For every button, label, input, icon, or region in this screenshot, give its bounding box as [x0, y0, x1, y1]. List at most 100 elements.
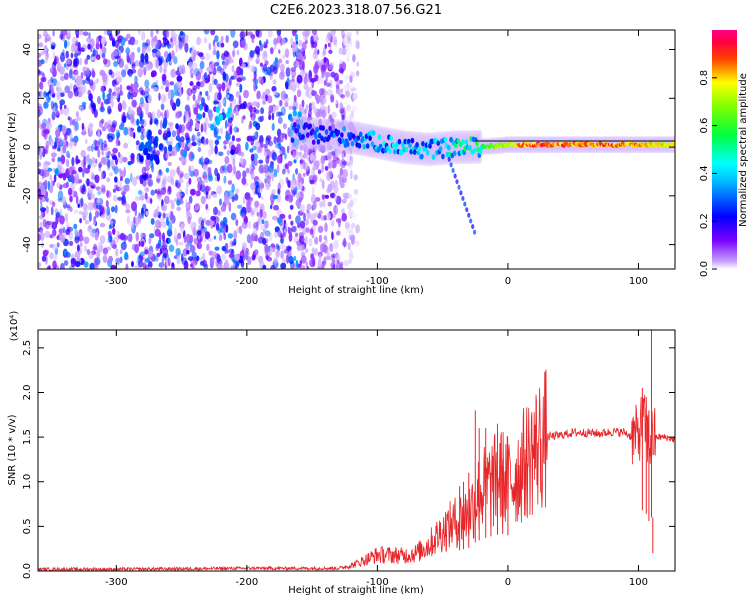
heatmap-cell: [310, 35, 314, 45]
heatmap-cell: [85, 155, 90, 165]
heatmap-cell: [318, 234, 322, 243]
heatmap-cell: [323, 79, 327, 86]
heatmap-cell: [216, 65, 222, 72]
heatmap-cell: [471, 224, 475, 230]
heatmap-cell: [252, 101, 258, 107]
heatmap-cell: [183, 172, 190, 180]
heatmap-cell: [148, 266, 152, 269]
heatmap-cell: [277, 182, 281, 192]
heatmap-cell: [335, 253, 341, 261]
heatmap-cell: [203, 72, 208, 81]
heatmap-cell: [125, 184, 130, 192]
heatmap-cell: [83, 209, 89, 217]
heatmap-cell: [77, 231, 81, 236]
heatmap-cell: [80, 149, 86, 158]
heatmap-cell: [84, 219, 90, 225]
heatmap-cell: [299, 220, 306, 229]
heatmap-cell: [214, 115, 219, 123]
heatmap-cell: [128, 39, 131, 45]
heatmap-cell: [133, 132, 136, 139]
heatmap-cell: [100, 36, 106, 46]
heatmap-cell: [256, 77, 262, 82]
heatmap-cell: [341, 138, 345, 144]
heatmap-cell: [321, 194, 325, 200]
heatmap-cell: [273, 65, 278, 75]
heatmap-cell: [280, 250, 284, 259]
heatmap-cell: [169, 81, 175, 86]
heatmap-cell: [295, 259, 299, 268]
heatmap-cell: [162, 121, 167, 129]
heatmap-cell: [50, 206, 54, 216]
heatmap-cell: [406, 130, 411, 165]
heatmap-cell: [51, 106, 56, 112]
heatmap-cell: [202, 138, 206, 145]
heatmap-cell: [69, 140, 73, 150]
heatmap-cell: [265, 39, 269, 45]
heatmap-cell: [153, 87, 158, 92]
heatmap-cell: [224, 259, 229, 267]
heatmap-cell: [349, 40, 353, 48]
heatmap-cell: [340, 132, 344, 138]
heatmap-cell: [170, 202, 175, 210]
heatmap-cell: [73, 138, 78, 147]
heatmap-cell: [254, 249, 259, 256]
heatmap-cell: [40, 212, 43, 218]
heatmap-cell: [90, 193, 96, 200]
heatmap-cell: [355, 224, 360, 234]
heatmap-cell: [228, 77, 232, 87]
heatmap-cell: [205, 138, 209, 145]
heatmap-cell: [457, 184, 461, 190]
heatmap-cell: [249, 120, 253, 129]
heatmap-cell: [95, 158, 98, 164]
heatmap-cell: [331, 231, 334, 240]
heatmap-cell: [278, 49, 281, 54]
heatmap-cell: [149, 120, 153, 125]
heatmap-cell: [54, 247, 59, 255]
heatmap-cell: [110, 264, 117, 269]
heatmap-cell: [43, 148, 48, 154]
heatmap-cell: [279, 71, 285, 81]
heatmap-cell: [190, 221, 197, 231]
heatmap-cell: [136, 106, 142, 114]
heatmap-cell: [45, 34, 51, 42]
heatmap-cell: [101, 149, 104, 156]
heatmap-cell: [112, 147, 118, 154]
heatmap-cell: [331, 257, 336, 265]
heatmap-cell: [271, 215, 278, 221]
heatmap-cell: [349, 249, 353, 259]
heatmap-cell: [157, 50, 161, 56]
heatmap-cell: [270, 264, 276, 269]
heatmap-cell: [102, 79, 108, 87]
heatmap-cell: [314, 248, 319, 256]
heatmap-cell: [88, 225, 92, 230]
heatmap-cell: [297, 111, 302, 119]
heatmap-cell: [112, 227, 116, 235]
heatmap-cell: [121, 199, 127, 206]
heatmap-cell: [230, 149, 236, 156]
heatmap-cell: [244, 250, 250, 256]
heatmap-cell: [148, 173, 152, 179]
heatmap-cell: [63, 260, 69, 266]
heatmap-cell: [352, 197, 358, 204]
heatmap-cell: [144, 79, 150, 88]
heatmap-cell: [330, 219, 335, 227]
heatmap-cell: [188, 177, 192, 185]
heatmap-cell: [225, 133, 231, 141]
heatmap-cell: [465, 207, 469, 213]
heatmap-cell: [225, 88, 230, 95]
y-tick-label: 40: [22, 43, 33, 56]
heatmap-cell: [276, 30, 282, 36]
heatmap-cell: [117, 151, 121, 158]
heatmap-cell: [271, 85, 277, 92]
heatmap-cell: [310, 78, 317, 83]
heatmap-cell: [38, 233, 42, 242]
heatmap-cell: [219, 260, 223, 265]
heatmap-cell: [292, 30, 297, 37]
heatmap-cell: [319, 201, 323, 208]
heatmap-cell: [436, 140, 441, 146]
heatmap-cell: [275, 111, 282, 117]
heatmap-cell: [254, 109, 260, 114]
heatmap-cell: [302, 159, 306, 170]
heatmap-cell: [324, 90, 329, 95]
